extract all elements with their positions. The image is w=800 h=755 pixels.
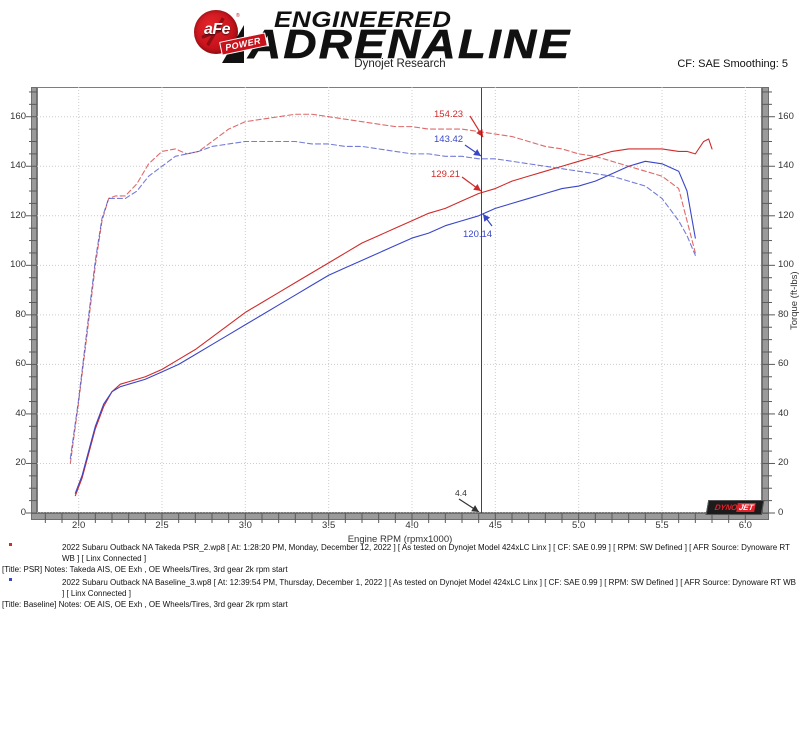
annotation-takeda-power: 129.21 — [431, 169, 461, 180]
x-axis-tick-label: 3.0 — [238, 520, 252, 531]
tagline-adrenaline: ADRENALINE — [248, 21, 572, 67]
y-axis-tick-label: 100 — [10, 259, 26, 271]
right-y-axis-tick-label: 40 — [778, 407, 789, 419]
plot-gridlines — [37, 87, 762, 513]
right-y-axis-tick-label: 140 — [778, 160, 794, 172]
tagline-engineered: ENGINEERED — [274, 7, 452, 32]
legend-run-details: 2022 Subaru Outback NA Baseline_3.wp8 [ … — [62, 578, 796, 598]
right-y-axis-tick-label: 80 — [778, 308, 789, 320]
plot-background — [37, 87, 762, 513]
dynojet-badge-part1: DYNO — [714, 503, 738, 512]
x-axis-tick-label: 6.0 — [738, 520, 752, 531]
plot-area — [37, 87, 762, 513]
right-axis-title: Torque (ft-lbs) — [789, 271, 800, 330]
x-axis-tick-label: 5.0 — [572, 520, 586, 531]
y-axis-tick-label: 20 — [15, 457, 26, 469]
y-axis-tick-label: 0 — [20, 507, 26, 518]
dynojet-badge-part2: JET — [736, 503, 756, 512]
y-axis-tick-label: 120 — [10, 209, 26, 221]
legend-entry[interactable]: 2022 Subaru Outback NA Baseline_3.wp8 [ … — [0, 577, 800, 610]
afe-power-logo: aFe ® POWER — [192, 9, 270, 56]
y-axis-tick-label: 160 — [10, 110, 26, 122]
x-axis-tick-label: 4.0 — [405, 520, 419, 531]
y-axis-tick-label: 40 — [15, 407, 26, 419]
afe-registered-icon: ® — [236, 13, 240, 19]
x-axis-tick-label: 3.5 — [322, 520, 336, 531]
right-axis-bar — [762, 87, 769, 514]
rpm-cursor-line[interactable] — [481, 88, 482, 513]
afe-logo-text: aFe — [203, 21, 231, 38]
bottom-axis-title: Engine RPM (rpmx1000) — [347, 534, 453, 545]
x-axis-tick-label: 2.5 — [155, 520, 169, 531]
legend-color-swatch-icon — [9, 543, 12, 546]
annotation-baseline-power: 120.14 — [463, 229, 493, 240]
legend-run-notes: [Title: Baseline] Notes: OE AIS, OE Exh … — [2, 600, 288, 609]
y-axis-tick-label: 140 — [10, 160, 26, 172]
right-y-axis-tick-label: 60 — [778, 358, 789, 370]
chart-subtitle: Dynojet Research — [354, 58, 446, 70]
right-y-axis-tick-label: 20 — [778, 457, 789, 469]
right-y-axis-tick-label: 120 — [778, 209, 794, 221]
x-axis-tick-label: 2.0 — [72, 520, 86, 531]
x-axis-tick-label: 4.5 — [488, 520, 502, 531]
y-axis-tick-label: 60 — [15, 358, 26, 370]
right-y-axis-tick-label: 100 — [778, 259, 794, 271]
legend-run-notes: [Title: PSR] Notes: Takeda AIS, OE Exh ,… — [2, 565, 288, 574]
legend-run-details: 2022 Subaru Outback NA Takeda PSR_2.wp8 … — [62, 543, 790, 563]
y-axis-tick-label: 80 — [15, 308, 26, 320]
annotation-takeda-torque: 154.23 — [434, 109, 464, 120]
legend-entry[interactable]: 2022 Subaru Outback NA Takeda PSR_2.wp8 … — [0, 542, 800, 575]
bottom-axis-bar — [31, 513, 769, 520]
x-axis-tick-label: 5.5 — [655, 520, 669, 531]
page-header: aFe ® POWER ENGINEERED ADRENALINE Dynoje… — [0, 0, 800, 80]
dynojet-badge: DYNO JET — [705, 500, 765, 515]
annotation-baseline-torque: 143.42 — [434, 134, 464, 145]
correction-factor-note: CF: SAE Smoothing: 5 — [677, 58, 788, 70]
right-y-axis-tick-label: 0 — [778, 507, 784, 518]
right-y-axis-tick-label: 160 — [778, 110, 794, 122]
rpm-cursor-label: 4.4 — [455, 488, 467, 498]
plot-curves — [69, 113, 713, 497]
dyno-chart-page: aFe ® POWER ENGINEERED ADRENALINE Dynoje… — [0, 0, 800, 609]
legend-color-swatch-icon — [9, 578, 12, 581]
